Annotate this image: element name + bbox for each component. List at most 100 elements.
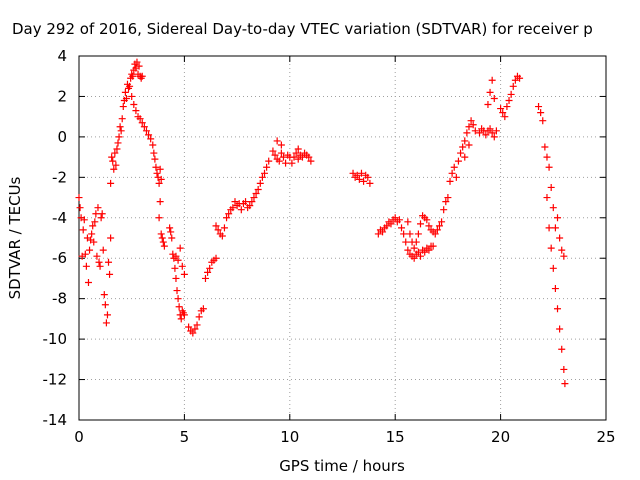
data-point: [152, 163, 160, 171]
data-point: [145, 131, 153, 139]
y-tick-label: 4: [57, 47, 67, 65]
data-point: [191, 325, 199, 333]
data-point: [545, 224, 553, 232]
data-point: [425, 222, 433, 230]
data-point: [250, 194, 258, 202]
data-point: [543, 153, 551, 161]
data-point: [174, 256, 182, 264]
x-axis: 0 5 10 15 20 25: [74, 56, 616, 446]
data-point: [465, 123, 473, 131]
data-point: [404, 246, 412, 254]
data-point: [501, 113, 509, 121]
data-point: [273, 137, 281, 145]
data-point: [109, 157, 117, 165]
data-point: [507, 90, 515, 98]
data-point: [156, 198, 164, 206]
data-point: [349, 169, 357, 177]
data-point: [122, 94, 130, 102]
data-point: [204, 268, 212, 276]
data-point: [446, 177, 454, 185]
data-point: [81, 250, 89, 258]
data-point: [117, 127, 125, 135]
data-point: [435, 222, 443, 230]
y-axis: -14 -12 -10 -8 -6 -4 -2 0 2 4: [43, 47, 606, 429]
data-point: [166, 224, 174, 232]
data-point: [560, 252, 568, 260]
data-point: [535, 103, 543, 111]
data-point: [471, 127, 479, 135]
data-point: [404, 218, 412, 226]
data-point: [374, 230, 382, 238]
data-point: [201, 274, 209, 282]
data-point: [282, 159, 290, 167]
y-tick-label: -8: [52, 290, 67, 308]
data-point: [383, 222, 391, 230]
data-point: [490, 133, 498, 141]
data-point: [91, 218, 99, 226]
data-point: [366, 179, 374, 187]
data-point: [549, 204, 557, 212]
data-point: [92, 210, 100, 218]
data-point: [99, 246, 107, 254]
data-point: [79, 226, 87, 234]
data-point: [132, 107, 140, 115]
data-point: [136, 115, 144, 123]
data-point: [476, 129, 484, 137]
data-point: [433, 226, 441, 234]
data-point: [292, 149, 300, 157]
data-point: [135, 62, 143, 70]
data-point: [206, 264, 214, 272]
data-point: [90, 238, 98, 246]
data-point: [261, 169, 269, 177]
data-point: [516, 74, 524, 82]
data-point: [126, 82, 134, 90]
x-tick-label: 15: [386, 428, 405, 446]
data-point: [431, 230, 439, 238]
data-point: [549, 264, 557, 272]
data-point: [457, 149, 465, 157]
data-point: [223, 214, 231, 222]
data-point: [115, 133, 123, 141]
data-point: [275, 157, 283, 165]
y-tick-label: -14: [43, 411, 68, 429]
data-point: [157, 175, 165, 183]
data-point: [277, 141, 285, 149]
data-point: [482, 131, 490, 139]
data-point: [406, 230, 414, 238]
x-tick-label: 10: [280, 428, 299, 446]
data-point: [551, 224, 559, 232]
data-point: [269, 147, 277, 155]
series-sdtvar: [75, 58, 569, 388]
data-point: [558, 246, 566, 254]
data-point: [391, 214, 399, 222]
data-point: [242, 198, 250, 206]
x-tick-label: 20: [491, 428, 510, 446]
data-point: [410, 254, 418, 262]
data-point: [237, 206, 245, 214]
y-axis-label: SDTVAR / TECUs: [6, 176, 24, 299]
data-point: [364, 173, 372, 181]
data-point: [82, 262, 90, 270]
chart-title: Day 292 of 2016, Sidereal Day-to-day VTE…: [12, 20, 593, 38]
data-point: [488, 76, 496, 84]
data-point: [98, 210, 106, 218]
data-point: [95, 258, 103, 266]
data-point: [561, 380, 569, 388]
data-point: [225, 210, 233, 218]
data-point: [118, 115, 126, 123]
data-point: [294, 145, 302, 153]
data-point: [248, 198, 256, 206]
data-point: [80, 216, 88, 224]
data-point: [246, 202, 254, 210]
data-point: [414, 248, 422, 256]
data-point: [421, 248, 429, 256]
data-point: [305, 153, 313, 161]
data-point: [554, 214, 562, 222]
data-point: [560, 365, 568, 373]
data-point: [355, 175, 363, 183]
y-tick-label: -6: [52, 249, 67, 267]
data-point: [89, 222, 97, 230]
data-point: [133, 58, 141, 66]
data-point: [503, 103, 511, 111]
